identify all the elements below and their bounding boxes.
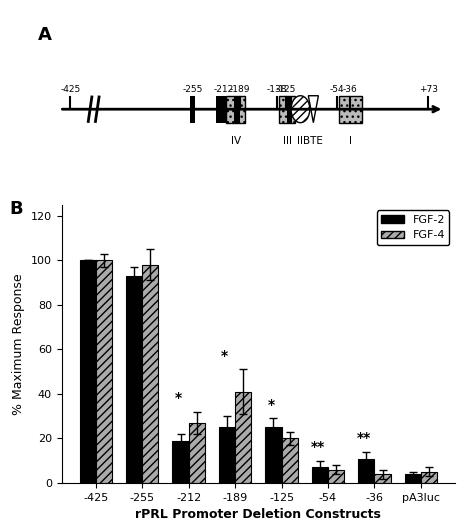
Text: II: II: [297, 136, 303, 146]
Bar: [220, 96, 227, 123]
Bar: [234, 96, 240, 123]
Text: B: B: [9, 200, 23, 217]
Text: -425: -425: [60, 85, 81, 93]
Bar: [405, 474, 421, 483]
Bar: [358, 458, 374, 483]
Text: BTE: BTE: [303, 136, 323, 146]
Text: IV: IV: [231, 136, 241, 146]
Text: III: III: [283, 136, 292, 146]
Text: +73: +73: [419, 85, 438, 93]
Text: A: A: [38, 26, 52, 44]
X-axis label: rPRL Promoter Deletion Constructs: rPRL Promoter Deletion Constructs: [136, 508, 381, 521]
Bar: [328, 470, 344, 483]
Bar: [237, 96, 243, 123]
Bar: [282, 438, 298, 483]
Bar: [279, 96, 295, 123]
Bar: [189, 423, 205, 483]
Bar: [96, 260, 112, 483]
Bar: [235, 392, 251, 483]
Bar: [216, 96, 221, 123]
Text: -212: -212: [213, 85, 234, 93]
Text: **: **: [310, 440, 325, 454]
Text: -255: -255: [182, 85, 203, 93]
Bar: [80, 260, 96, 483]
Legend: FGF-2, FGF-4: FGF-2, FGF-4: [377, 211, 449, 245]
Text: -189: -189: [230, 85, 250, 93]
Text: -36: -36: [343, 85, 357, 93]
Ellipse shape: [291, 96, 310, 123]
Text: *: *: [221, 349, 228, 363]
Bar: [374, 474, 391, 483]
Text: **: **: [357, 431, 371, 445]
Bar: [287, 96, 292, 123]
Bar: [173, 440, 189, 483]
Bar: [312, 467, 328, 483]
Bar: [126, 276, 142, 483]
Text: -125: -125: [276, 85, 296, 93]
Text: -54: -54: [330, 85, 345, 93]
Text: *: *: [174, 391, 182, 405]
Text: -138: -138: [266, 85, 287, 93]
Y-axis label: % Maximum Response: % Maximum Response: [12, 273, 25, 415]
Bar: [219, 427, 235, 483]
Bar: [338, 96, 362, 123]
Bar: [227, 96, 245, 123]
Polygon shape: [308, 96, 319, 123]
Text: I: I: [348, 136, 352, 146]
Text: *: *: [267, 398, 274, 412]
Bar: [229, 96, 235, 123]
Bar: [190, 96, 195, 123]
Bar: [265, 427, 282, 483]
Bar: [421, 472, 437, 483]
Bar: [142, 265, 158, 483]
